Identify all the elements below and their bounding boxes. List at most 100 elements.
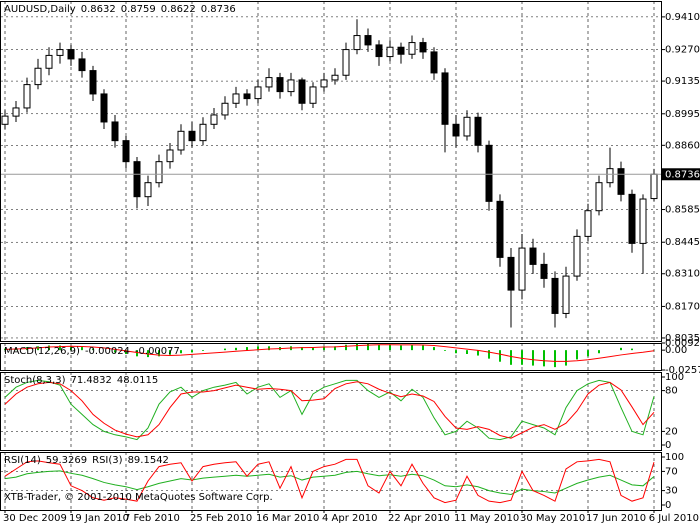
y-tick-label: 0.8860	[665, 140, 700, 151]
x-tick-label: 6 Jul 2010	[649, 513, 699, 524]
candle-body	[89, 70, 97, 95]
low-value: 0.8622	[161, 4, 196, 15]
indicator-line	[4, 381, 655, 439]
candle-body	[243, 93, 251, 100]
y-tick-label: 0	[665, 500, 671, 511]
candle-body	[540, 263, 548, 279]
indicator-line	[4, 458, 655, 504]
candle-body	[155, 161, 163, 184]
candle-body	[67, 49, 75, 60]
candle-body	[375, 44, 383, 58]
candle-body	[628, 193, 636, 244]
y-tick-label: 100	[665, 452, 684, 463]
x-tick-label: 30 Dec 2009	[3, 513, 67, 524]
macd-value: -0.00024	[85, 346, 130, 357]
candle-body	[210, 114, 218, 125]
candle-body	[463, 116, 471, 137]
indicator-title: Stoch(8,3,3)	[4, 375, 66, 386]
candle-body	[342, 49, 350, 76]
indicator-value: 71.4832	[70, 375, 111, 386]
candle-body	[188, 130, 196, 142]
candle-body	[100, 93, 108, 123]
x-tick-label: 16 Mar 2010	[256, 513, 319, 524]
candle-body	[353, 35, 361, 51]
candle-body	[276, 77, 284, 93]
current-price-box	[662, 168, 700, 181]
candle-body	[595, 182, 603, 212]
y-tick-label: -0.02572	[665, 365, 700, 376]
candle-body	[617, 168, 625, 195]
candle-body	[441, 72, 449, 125]
indicator-line	[4, 379, 655, 441]
panel-frame	[0, 372, 662, 451]
signal-value: -0.00077	[135, 346, 180, 357]
candle-body	[364, 35, 372, 46]
high-value: 0.8759	[121, 4, 156, 15]
candle-body	[56, 49, 64, 56]
y-tick-label: 0.8310	[665, 269, 700, 280]
y-tick-label: 0	[665, 440, 671, 451]
indicator-value: 89.1542	[128, 455, 169, 466]
signal-line	[4, 344, 655, 362]
candle-body	[1, 115, 9, 125]
candle-body	[562, 275, 570, 314]
candle-body	[265, 77, 273, 88]
candle-body	[287, 79, 295, 93]
candle-body	[573, 235, 581, 277]
x-tick-label: 19 Jan 2010	[69, 513, 129, 524]
legend-label: RSI(14)	[4, 455, 41, 466]
panel-frame	[0, 452, 662, 511]
legend-label: RSI(3)	[92, 455, 123, 466]
candle-body	[430, 51, 438, 74]
candle-body	[507, 256, 515, 291]
candle-body	[23, 84, 31, 109]
candle-body	[122, 140, 130, 163]
open-value: 0.8632	[81, 4, 116, 15]
candle-body	[12, 107, 20, 117]
candle-body	[474, 116, 482, 146]
x-tick-label: 7 Feb 2010	[124, 513, 180, 524]
y-tick-label: 0.8170	[665, 301, 700, 312]
candle-body	[199, 123, 207, 142]
x-tick-label: 11 May 2010	[454, 513, 519, 524]
y-tick-label: 30	[665, 486, 678, 497]
candle-body	[639, 198, 647, 244]
candle-body	[518, 247, 526, 291]
current-price-label: 0.8736	[665, 169, 700, 180]
x-tick-label: 30 May 2010	[520, 513, 585, 524]
candle-body	[551, 277, 559, 314]
candle-body	[309, 86, 317, 104]
candle-body	[452, 123, 460, 137]
y-tick-label: 0.00	[665, 345, 687, 356]
x-tick-label: 4 Apr 2010	[322, 513, 377, 524]
candle-body	[78, 58, 86, 72]
candle-body	[496, 200, 504, 258]
candle-body	[144, 182, 152, 198]
y-tick-label: 0.9410	[665, 12, 700, 23]
candle-body	[331, 74, 339, 81]
candle-body	[177, 130, 185, 151]
y-tick-label: 0.00926	[665, 338, 700, 349]
footer: XTB-Trader, © 2001-2010 MetaQuotes Softw…	[4, 492, 273, 503]
candle-body	[166, 149, 174, 163]
y-tick-label: 70	[665, 466, 678, 477]
candle-body	[221, 102, 229, 116]
candle-body	[397, 46, 405, 55]
y-tick-label: 20	[665, 426, 678, 437]
y-tick-label: 100	[665, 372, 684, 383]
y-tick-label: 0.8445	[665, 237, 700, 248]
candle-body	[34, 67, 42, 86]
panel-frame	[0, 1, 662, 342]
x-tick-label: 25 Feb 2010	[190, 513, 252, 524]
indicator-value: 48.0115	[117, 375, 158, 386]
y-tick-label: 0.8035	[665, 333, 700, 344]
candle-body	[133, 161, 141, 198]
indicator-title: MACD(12,26,9)	[4, 346, 80, 357]
y-tick-label: 0.9135	[665, 76, 700, 87]
y-tick-label: 0.8995	[665, 109, 700, 120]
candle-body	[232, 93, 240, 104]
y-tick-label: 80	[665, 386, 678, 397]
y-tick-label: 0.9270	[665, 45, 700, 56]
